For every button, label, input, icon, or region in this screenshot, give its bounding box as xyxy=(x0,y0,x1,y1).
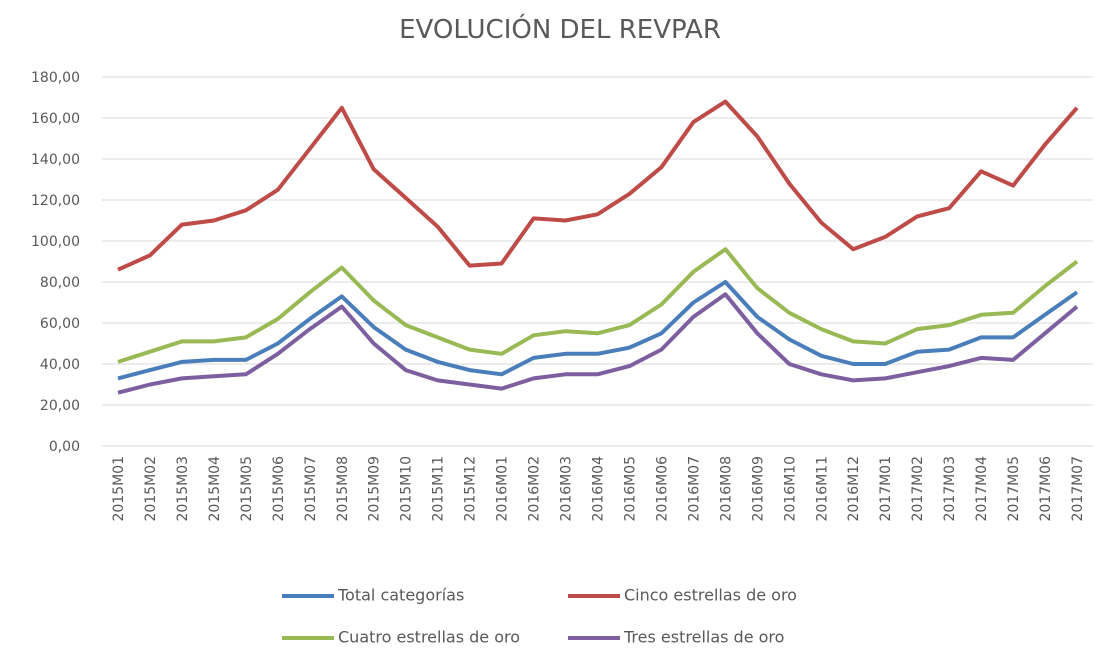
x-tick-label: 2015M12 xyxy=(463,456,479,522)
x-tick-label: 2016M11 xyxy=(814,456,830,522)
x-tick-label: 2015M05 xyxy=(239,456,255,522)
x-tick-label: 2015M07 xyxy=(303,456,319,522)
x-tick-label: 2017M02 xyxy=(910,456,926,522)
legend-label: Tres estrellas de oro xyxy=(623,628,784,647)
y-tick-label: 140,00 xyxy=(31,152,80,168)
x-tick-label: 2016M07 xyxy=(686,456,702,522)
x-tick-label: 2016M03 xyxy=(559,456,575,522)
x-tick-label: 2017M07 xyxy=(1070,456,1086,522)
chart-title: EVOLUCIÓN DEL REVPAR xyxy=(399,13,721,45)
x-tick-label: 2015M02 xyxy=(143,456,159,522)
y-tick-label: 20,00 xyxy=(40,398,80,414)
x-tick-label: 2017M06 xyxy=(1038,456,1054,522)
series-line xyxy=(117,99,1079,272)
series-line xyxy=(117,280,1079,381)
y-tick-label: 120,00 xyxy=(31,193,80,209)
x-tick-label: 2015M03 xyxy=(175,456,191,522)
y-tick-label: 40,00 xyxy=(40,357,80,373)
x-tick-label: 2015M09 xyxy=(367,456,383,522)
x-tick-label: 2015M11 xyxy=(431,456,447,522)
x-tick-label: 2015M08 xyxy=(335,456,351,522)
x-tick-label: 2017M05 xyxy=(1006,456,1022,522)
x-tick-label: 2016M10 xyxy=(782,456,798,522)
x-tick-label: 2015M04 xyxy=(207,456,223,522)
x-tick-label: 2017M03 xyxy=(942,456,958,522)
x-tick-label: 2016M08 xyxy=(718,456,734,522)
y-tick-label: 80,00 xyxy=(40,275,80,291)
x-tick-label: 2016M09 xyxy=(750,456,766,522)
x-tick-label: 2016M04 xyxy=(591,456,607,522)
y-tick-label: 180,00 xyxy=(31,70,80,86)
x-tick-label: 2016M05 xyxy=(622,456,638,522)
y-tick-label: 160,00 xyxy=(31,111,80,127)
y-tick-label: 100,00 xyxy=(31,234,80,250)
y-tick-label: 0,00 xyxy=(49,439,80,455)
x-tick-label: 2017M01 xyxy=(878,456,894,522)
x-tick-label: 2016M12 xyxy=(846,456,862,522)
y-tick-label: 60,00 xyxy=(40,316,80,332)
legend-label: Total categorías xyxy=(337,586,464,605)
series-line xyxy=(117,247,1079,364)
x-tick-label: 2015M01 xyxy=(111,456,127,522)
legend-label: Cuatro estrellas de oro xyxy=(338,628,520,647)
x-tick-label: 2017M04 xyxy=(974,456,990,522)
x-tick-label: 2016M02 xyxy=(527,456,543,522)
x-tick-label: 2015M06 xyxy=(271,456,287,522)
series-line xyxy=(117,292,1079,395)
x-tick-label: 2015M10 xyxy=(399,456,415,522)
x-tick-label: 2016M06 xyxy=(654,456,670,522)
legend-label: Cinco estrellas de oro xyxy=(624,586,797,605)
x-tick-label: 2016M01 xyxy=(495,456,511,522)
